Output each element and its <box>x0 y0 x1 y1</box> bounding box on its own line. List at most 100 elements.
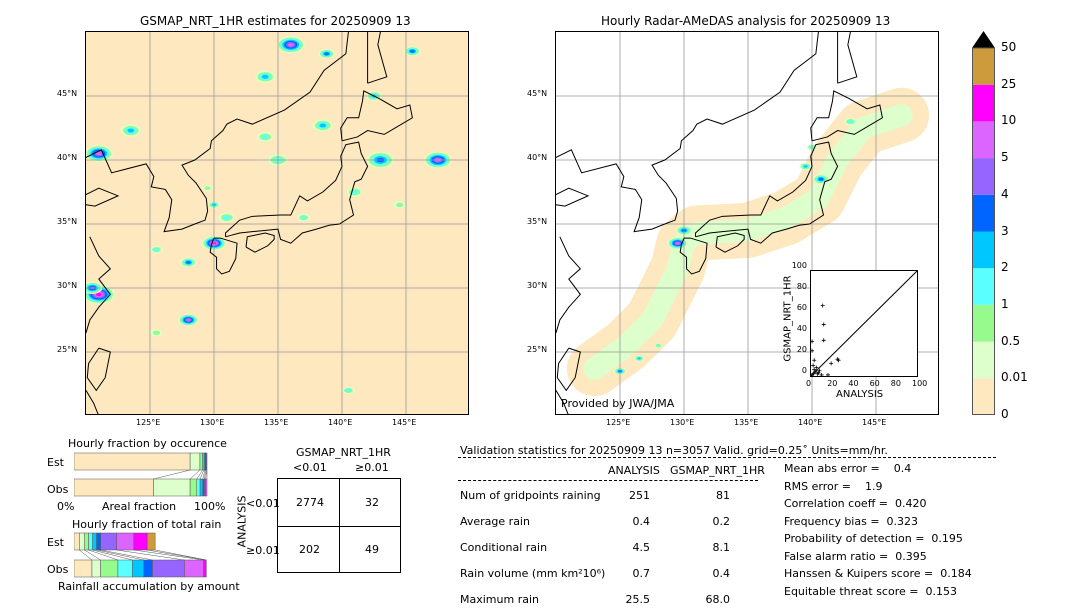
obs-bar-segment <box>91 559 101 578</box>
est-bar-segment <box>199 452 203 471</box>
rain-cell <box>186 261 191 264</box>
coastline <box>810 90 883 142</box>
coastline <box>86 347 111 392</box>
scatter-ytick: 0 <box>801 366 807 375</box>
rain-cell <box>675 242 680 245</box>
rain-cell <box>847 120 853 124</box>
obs-bar-segment <box>196 478 201 497</box>
connector-line <box>189 469 201 480</box>
lon-label: 145°E <box>392 418 417 427</box>
connector-line <box>196 469 203 480</box>
colorbar-label: 0 <box>1001 407 1009 421</box>
scatter-point <box>814 365 819 370</box>
ct-hits-none: 2774 <box>296 496 324 509</box>
obs-bar-segment <box>205 478 208 497</box>
coastline <box>556 32 819 233</box>
stat-label: Conditional rain <box>460 541 548 554</box>
score-line: Mean abs error = 0.4 <box>784 462 912 475</box>
connector-line <box>92 549 133 561</box>
est-bar-segment <box>79 532 85 551</box>
stats-header: Validation statistics for 20250909 13 n=… <box>460 444 888 457</box>
connector-line <box>96 549 144 561</box>
obs-bar-segment <box>143 559 153 578</box>
lon-label: 135°E <box>734 418 759 427</box>
lat-label: 25°N <box>527 345 548 354</box>
lat-label: 40°N <box>57 153 78 162</box>
coastline <box>86 390 99 414</box>
colorbar-extend-arrow <box>972 31 995 48</box>
obs-bar-segment <box>132 559 145 578</box>
stat-analysis: 251 <box>629 489 650 502</box>
rain-fraction-title: Hourly fraction of total rain <box>72 518 222 531</box>
coastline <box>556 236 582 333</box>
scatter-point <box>812 358 817 363</box>
colorbar-segment <box>972 121 995 159</box>
ct-col-lt: <0.01 <box>293 461 327 474</box>
connector-line <box>100 549 153 561</box>
rain-cell <box>319 123 327 128</box>
scatter-ylabel: GSMAP_NRT_1HR <box>782 275 794 362</box>
colorbar-segment <box>972 231 995 269</box>
coastline <box>715 232 745 253</box>
scatter-point <box>825 372 830 376</box>
rain-cell <box>152 330 160 335</box>
stat-gsmap: 8.1 <box>712 541 731 554</box>
coastline <box>367 32 388 84</box>
ct-false-alarms: 32 <box>365 496 379 509</box>
scatter-point <box>816 370 821 375</box>
rain-cell <box>351 189 359 195</box>
stat-analysis: 0.4 <box>632 515 651 528</box>
col-gsmap: GSMAP_NRT_1HR <box>670 464 765 477</box>
occurrence-title: Hourly fraction by occurence <box>68 437 227 450</box>
rain-cell <box>324 52 329 56</box>
scatter-xtick: 20 <box>827 379 838 388</box>
colorbar-border <box>972 47 995 415</box>
colorbar-label: 50 <box>1001 40 1017 54</box>
left-map-title: GSMAP_NRT_1HR estimates for 20250909 13 <box>140 14 411 28</box>
colorbar-label: 10 <box>1001 113 1017 128</box>
rain-cell <box>204 186 211 190</box>
est-bar-segment <box>133 532 148 551</box>
rain-cell <box>637 357 641 360</box>
ct-row-lt: <0.01 <box>246 497 280 510</box>
colorbar-label: 0.01 <box>1001 370 1028 385</box>
obs-bar-segment <box>189 478 198 497</box>
score-line: Hanssen & Kuipers score = 0.184 <box>784 567 972 580</box>
est-bar-segment <box>74 452 191 471</box>
stat-analysis: 4.5 <box>632 541 651 554</box>
connector-line <box>199 469 205 480</box>
est-label: Est <box>47 456 64 469</box>
stat-gsmap: 68.0 <box>705 593 731 606</box>
rain-cell <box>153 248 159 252</box>
scatter-point <box>811 348 815 353</box>
rain-cell <box>301 216 307 220</box>
ct-col-ge: ≥0.01 <box>355 461 389 474</box>
scatter-xlabel: ANALYSIS <box>836 389 884 400</box>
divider <box>458 457 996 458</box>
rain-cell <box>656 344 661 347</box>
ct-col-title: GSMAP_NRT_1HR <box>296 446 391 459</box>
lon-label: 130°E <box>200 418 225 427</box>
credit-text: Provided by JWA/JMA <box>561 397 675 410</box>
lat-label: 35°N <box>527 217 548 226</box>
lon-label: 135°E <box>264 418 289 427</box>
scatter-ytick: 60 <box>796 303 807 312</box>
connector-line <box>116 549 185 561</box>
rain-cell <box>345 388 351 392</box>
connector-line <box>153 469 191 480</box>
rain-cell <box>223 215 231 220</box>
obs-bar-segment <box>152 559 185 578</box>
obs-bar-segment <box>100 559 119 578</box>
colorbar-label: 25 <box>1001 76 1017 91</box>
connector-line <box>202 469 206 480</box>
rain-fraction-bars <box>74 532 207 578</box>
contingency-table: 2774 32 202 49 <box>277 478 401 573</box>
lat-label: 30°N <box>57 281 78 290</box>
scatter-point <box>820 303 825 308</box>
colorbar-segment <box>972 304 995 342</box>
scatter-ytick: 20 <box>796 345 807 354</box>
connector-line <box>147 549 207 561</box>
colorbar-segment <box>972 194 995 232</box>
rain-cell <box>410 49 415 53</box>
gsmap-map <box>85 31 469 415</box>
